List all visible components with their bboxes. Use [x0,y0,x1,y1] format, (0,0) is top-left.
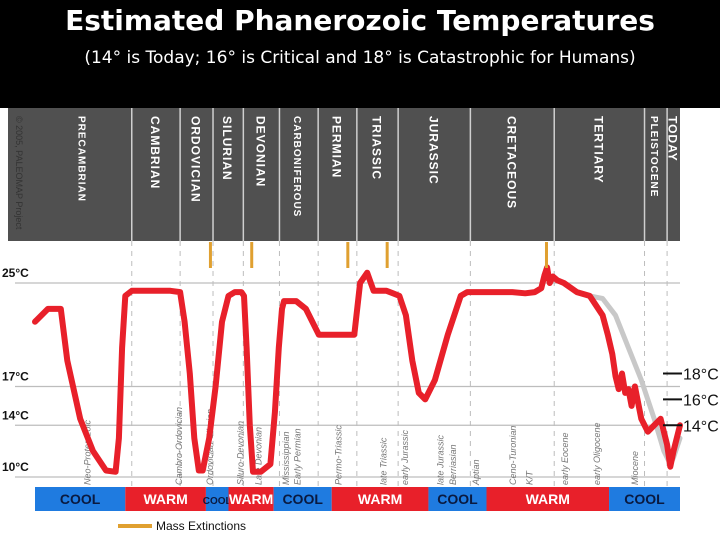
event-label: Permo-Triassic [333,425,343,485]
event-label: Mississippian [281,431,291,485]
event-label: early Eocene [560,432,570,485]
event-label: Early Permian [293,428,303,485]
event-label: K/T [524,469,534,485]
page-title: Estimated Phanerozoic Temperatures [65,4,655,37]
mass-extinction-marker [385,242,389,268]
temperature-line-group [32,264,683,475]
mass-extinction-marker [250,242,254,268]
period-label: CAMBRIAN [148,116,162,189]
climate-band-label: COOL [437,491,478,507]
period-label: DEVONIAN [253,116,267,187]
y-tick-label: 17°C [2,369,29,383]
event-label: Miocene [630,451,640,485]
mass-extinction-markers [208,242,548,268]
climate-band-cool [35,487,126,511]
y-tick-label: 25°C [2,266,29,280]
period-label: SILURIAN [220,116,234,181]
climate-band-warm [125,487,206,511]
climate-band-cool [609,487,680,511]
mass-extinction-marker [208,242,212,268]
event-label: late Triassic [379,437,389,485]
climate-band-cool [205,487,229,511]
header-background [8,108,680,241]
climate-band-label: COOL [60,491,101,507]
mass-extinction-marker [346,242,350,268]
climate-band-label: WARM [358,491,402,507]
mass-extinction-marker [544,242,548,268]
period-label: CRETACEOUS [504,116,518,209]
period-header: PRECAMBRIAN CAMBRIAN ORDOVICIAN SILURIAN DEV… [8,108,680,241]
page-subtitle: (14° is Today; 16° is Critical and 18° i… [84,48,636,68]
event-label: Berriasian [448,444,458,485]
event-label: early Jurassic [400,429,410,485]
y-axis-labels: 25°C 17°C 14°C 10°C [2,266,29,474]
credit-text: © 2005, PALEOMAP Project [14,116,24,230]
climate-band-warm [486,487,610,511]
legend-label: Mass Extinctions [156,519,246,533]
period-label: JURASSIC [426,116,440,185]
right-axis-label: 14°C [683,418,719,435]
period-label: PLEISTOCENE [648,116,659,197]
y-tick-label: 10°C [2,460,29,474]
period-label: TERTIARY [591,116,605,184]
climate-band-label: WARM [229,491,273,507]
right-axis-label: 16°C [683,392,719,409]
climate-band-label: WARM [526,491,570,507]
legend: Mass Extinctions [118,519,246,533]
right-axis-label: 18°C [683,367,719,384]
period-label: TRIASSIC [369,116,383,180]
climate-band-label: COOL [282,491,323,507]
period-label: ORDOVICIAN [189,116,203,203]
climate-band-label: WARM [143,491,187,507]
temperature-line [32,264,683,475]
right-axis-labels: 18°C 16°C 14°C [663,367,719,435]
right-margin [680,108,720,540]
period-label: TODAY [666,116,680,162]
y-tick-label: 14°C [2,408,29,422]
period-label: CARBONIFEROUS [291,116,302,217]
event-label: late Jurassic [435,434,445,485]
event-label: Ceno-Turonian [508,426,518,485]
period-label: PRECAMBRIAN [75,116,86,202]
event-label: early Oligocene [592,422,602,485]
event-label: Cambro-Ordovician [174,407,184,485]
grid [15,241,680,487]
climate-band-warm [228,487,274,511]
climate-band-label: COOL [203,496,232,507]
event-label: Siluro-Devonian [235,421,245,485]
climate-band-warm [331,487,429,511]
event-label: Neo-Proterozoic [82,419,92,485]
event-label: Late Devonian [253,427,263,485]
event-label: Aptian [471,459,481,486]
climate-band-cool [428,487,487,511]
climate-band-label: COOL [624,491,665,507]
climate-band-cool [273,487,332,511]
period-label: PERMIAN [330,116,344,178]
